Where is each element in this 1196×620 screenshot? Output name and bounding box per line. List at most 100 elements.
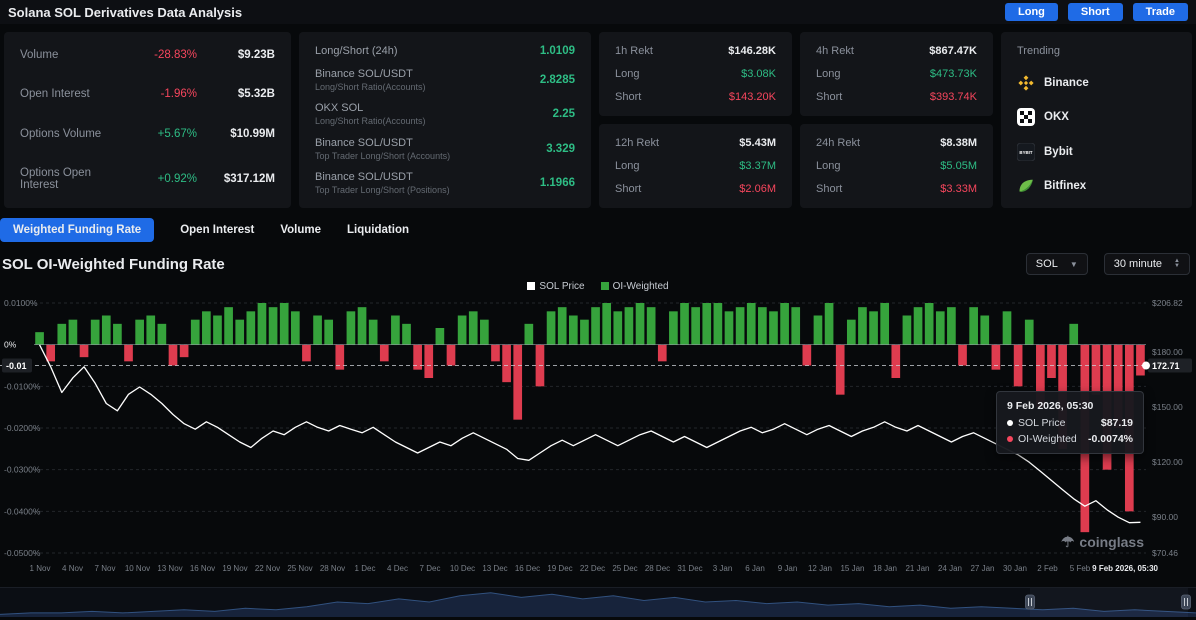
stat-row-options-volume: Options Volume +5.67% $10.99M [20, 128, 275, 140]
short-button[interactable]: Short [1067, 3, 1123, 21]
chart-tabs: Weighted Funding Rate Open Interest Volu… [0, 218, 1196, 242]
trending-card: Trending Binance OKX BYBIT [1001, 32, 1192, 208]
symbol-select[interactable]: SOL ▼ [1025, 253, 1088, 275]
legend-oi-weighted[interactable]: OI-Weighted [600, 281, 669, 292]
rekt-short-value: $3.33M [940, 183, 977, 195]
svg-text:-0.0200%: -0.0200% [4, 423, 41, 433]
sol-price-line [38, 344, 1141, 524]
long-button[interactable]: Long [1005, 3, 1058, 21]
svg-text:13 Dec: 13 Dec [482, 564, 507, 573]
chart-navigator[interactable] [0, 587, 1196, 617]
tooltip-row-sol-price: SOL Price $87.19 [1007, 417, 1133, 429]
rekt-card-1h: 1h Rekt $146.28K Long $3.08K Short $143.20K [599, 32, 792, 116]
navigator-handle-right[interactable] [1181, 594, 1191, 610]
navigator-selection[interactable] [1030, 588, 1188, 617]
funding-rate-chart: SOL Price OI-Weighted 0.0100% 0% -0.0100% -… [0, 279, 1196, 617]
tab-open-interest[interactable]: Open Interest [180, 224, 255, 236]
chart-title: SOL OI-Weighted Funding Rate [2, 255, 225, 273]
svg-text:25 Nov: 25 Nov [287, 564, 312, 573]
svg-text:7 Dec: 7 Dec [420, 564, 441, 573]
rekt-long-label: Long [615, 68, 640, 80]
trending-item-okx[interactable]: OKX [1017, 108, 1176, 126]
red-dot-icon [1007, 436, 1013, 442]
rekt-long-label: Long [615, 160, 640, 172]
svg-text:10 Nov: 10 Nov [125, 564, 150, 573]
ratio-value: 1.1966 [539, 177, 575, 189]
svg-text:4 Nov: 4 Nov [62, 564, 83, 573]
trending-item-label: Binance [1044, 76, 1089, 89]
symbol-select-value: SOL [1035, 258, 1058, 270]
tab-weighted-funding-rate[interactable]: Weighted Funding Rate [0, 218, 155, 242]
ratio-value: 1.0109 [539, 45, 575, 57]
rekt-short-value: $393.74K [929, 91, 977, 103]
svg-text:$150.00: $150.00 [1152, 402, 1183, 412]
ratio-label: Binance SOL/USDT [315, 136, 413, 149]
x-axis-labels: 1 Nov 4 Nov 7 Nov 10 Nov 13 Nov 16 Nov 19 Nov 2… [30, 564, 1159, 573]
svg-text:0.0100%: 0.0100% [4, 298, 38, 308]
svg-text:172.71: 172.71 [1152, 361, 1180, 371]
ratio-label: Binance SOL/USDT [315, 171, 413, 183]
ratio-sublabel: Long/Short Ratio(Accounts) [315, 81, 426, 92]
ratio-value: 2.25 [552, 108, 575, 120]
interval-select[interactable]: 30 minute ▲ ▼ [1103, 253, 1190, 275]
rekt-total: $5.43M [739, 137, 776, 149]
rekt-long-value: $5.05M [940, 160, 977, 172]
chart-header: SOL OI-Weighted Funding Rate SOL ▼ 30 mi… [2, 253, 1190, 275]
ratio-row-okx-accounts: OKX SOL Long/Short Ratio(Accounts) 2.25 [315, 102, 575, 126]
tab-liquidation[interactable]: Liquidation [347, 224, 409, 236]
svg-text:19 Nov: 19 Nov [222, 564, 247, 573]
rekt-short-value: $2.06M [739, 183, 776, 195]
crosshair-left-badge [2, 358, 32, 373]
tooltip-series-value: -0.0074% [1088, 433, 1133, 445]
tab-volume[interactable]: Volume [280, 224, 322, 236]
svg-text:-0.01: -0.01 [6, 361, 27, 371]
svg-text:-0.0300%: -0.0300% [4, 465, 41, 475]
chart-legend: SOL Price OI-Weighted [0, 279, 1196, 293]
white-dot-icon [1007, 420, 1013, 426]
navigator-area [0, 592, 1196, 617]
ratio-row-binance-accounts: Binance SOL/USDT Long/Short Ratio(Accoun… [315, 68, 575, 92]
svg-text:22 Nov: 22 Nov [255, 564, 280, 573]
rekt-total: $867.47K [929, 45, 977, 57]
trending-item-label: OKX [1044, 111, 1069, 123]
market-stats-card: Volume -28.83% $9.23B Open Interest -1.9… [4, 32, 291, 208]
svg-text:13 Nov: 13 Nov [157, 564, 182, 573]
stat-value: $5.32B [237, 88, 275, 101]
ratio-label: Long/Short (24h) [315, 45, 398, 57]
svg-text:$206.82: $206.82 [1152, 298, 1183, 308]
rekt-long-value: $3.08K [741, 68, 776, 80]
rekt-title: 1h Rekt [615, 45, 653, 57]
ratio-value: 2.8285 [539, 73, 575, 86]
svg-text:4 Dec: 4 Dec [387, 564, 408, 573]
stat-value: $10.99M [230, 127, 275, 140]
ratio-row-binance-top-accounts: Binance SOL/USDT Top Trader Long/Short (… [315, 137, 575, 161]
rekt-title: 12h Rekt [615, 137, 660, 149]
watermark-text: coinglass [1079, 534, 1144, 550]
legend-sol-price[interactable]: SOL Price [527, 280, 585, 292]
svg-text:12 Jan: 12 Jan [808, 564, 832, 573]
svg-text:16 Dec: 16 Dec [515, 564, 540, 573]
ratio-row-24h: Long/Short (24h) 1.0109 [315, 45, 575, 57]
rekt-card-4h: 4h Rekt $867.47K Long $473.73K Short $393.7… [800, 32, 993, 116]
svg-text:5 Feb: 5 Feb [1070, 564, 1091, 573]
navigator-handle-left[interactable] [1025, 594, 1035, 610]
trending-item-label: Bybit [1044, 145, 1073, 158]
legend-label: SOL Price [539, 280, 585, 292]
summary-cards-row: Volume -28.83% $9.23B Open Interest -1.9… [4, 32, 1192, 208]
svg-text:0%: 0% [4, 340, 17, 350]
svg-text:BYBIT: BYBIT [1019, 150, 1032, 155]
topbar: Solana SOL Derivatives Data Analysis Lon… [0, 0, 1196, 24]
svg-text:-0.0500%: -0.0500% [4, 548, 41, 558]
svg-text:16 Nov: 16 Nov [190, 564, 215, 573]
rekt-short-value: $143.20K [728, 91, 776, 103]
bitfinex-icon [1017, 177, 1035, 195]
right-axis-labels: $206.82 $180.00 $150.00 $120.00 $90.00 $70.46 [1152, 298, 1183, 558]
trade-button[interactable]: Trade [1132, 3, 1188, 21]
rekt-short-label: Short [615, 91, 642, 103]
bybit-icon: BYBIT [1017, 142, 1035, 161]
trending-item-bitfinex[interactable]: Bitfinex [1017, 177, 1176, 195]
svg-text:15 Jan: 15 Jan [840, 564, 864, 573]
rekt-title: 24h Rekt [816, 137, 861, 149]
trending-item-binance[interactable]: Binance [1017, 74, 1176, 92]
trending-item-bybit[interactable]: BYBIT Bybit [1017, 142, 1176, 161]
